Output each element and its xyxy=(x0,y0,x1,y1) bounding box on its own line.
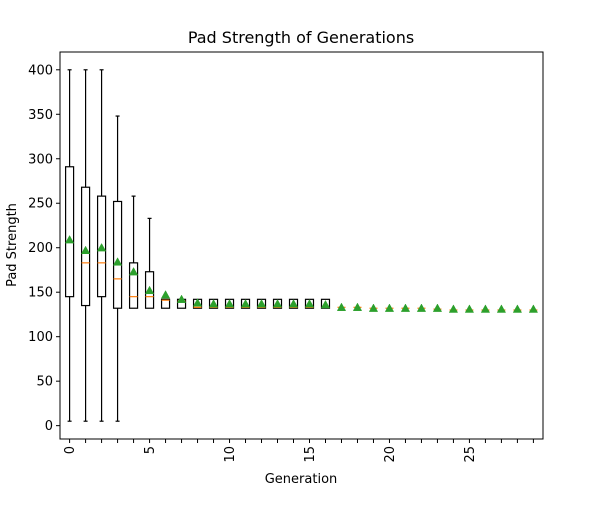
mean-marker xyxy=(384,303,395,312)
box-generation-27 xyxy=(496,304,507,313)
y-tick-label: 350 xyxy=(28,108,53,123)
box-generation-23 xyxy=(432,303,443,312)
box-generation-7 xyxy=(176,294,187,309)
mean-marker xyxy=(352,302,363,311)
mean-marker xyxy=(112,257,123,266)
mean-marker xyxy=(448,304,459,313)
mean-marker xyxy=(176,294,187,303)
mean-marker xyxy=(320,299,331,309)
box-generation-26 xyxy=(480,304,491,313)
x-tick-label: 20 xyxy=(383,446,398,463)
chart-title: Pad Strength of Generations xyxy=(188,28,414,47)
mean-marker xyxy=(304,299,315,308)
y-tick-label: 300 xyxy=(28,152,53,167)
plot-area xyxy=(64,69,539,422)
box-generation-13 xyxy=(272,298,283,309)
mean-marker xyxy=(512,304,523,313)
mean-marker xyxy=(400,303,411,312)
mean-marker xyxy=(80,245,91,255)
mean-marker xyxy=(96,243,107,252)
box-generation-24 xyxy=(448,304,459,313)
box-generation-15 xyxy=(304,298,315,309)
y-axis-label: Pad Strength xyxy=(5,203,20,287)
x-tick-label: 15 xyxy=(303,446,318,463)
x-axis-label: Generation xyxy=(265,472,338,487)
mean-marker xyxy=(256,299,267,308)
box-generation-4 xyxy=(128,195,139,309)
mean-marker xyxy=(272,299,283,308)
mean-marker xyxy=(416,303,427,312)
box-generation-18 xyxy=(352,302,363,311)
box-generation-2 xyxy=(96,69,107,422)
box-generation-8 xyxy=(192,298,203,309)
mean-marker xyxy=(128,267,139,276)
mean-marker xyxy=(368,303,379,312)
box-generation-3 xyxy=(112,115,123,422)
box-generation-19 xyxy=(368,303,379,312)
box-generation-14 xyxy=(288,298,299,309)
mean-marker xyxy=(144,285,155,295)
mean-marker xyxy=(336,302,347,311)
box-generation-10 xyxy=(224,298,235,309)
mean-marker xyxy=(528,304,539,313)
box-iqr xyxy=(160,298,171,309)
mean-marker xyxy=(224,299,235,308)
y-tick-label: 150 xyxy=(28,286,53,301)
box-generation-1 xyxy=(80,69,91,422)
x-tick-label: 5 xyxy=(143,446,158,454)
y-tick-label: 50 xyxy=(36,375,53,390)
x-tick-label: 10 xyxy=(223,446,238,463)
box-generation-0 xyxy=(64,69,75,422)
mean-marker xyxy=(480,304,491,313)
y-tick-label: 200 xyxy=(28,241,53,256)
y-tick-label: 250 xyxy=(28,197,53,212)
box-generation-28 xyxy=(512,304,523,313)
x-tick-label: 25 xyxy=(463,446,478,463)
y-tick-label: 400 xyxy=(28,63,53,78)
box-generation-21 xyxy=(400,303,411,312)
mean-marker xyxy=(288,299,299,308)
box-iqr xyxy=(64,166,75,298)
box-generation-6 xyxy=(160,290,171,309)
box-generation-12 xyxy=(256,298,267,309)
mean-marker xyxy=(64,235,75,244)
box-generation-22 xyxy=(416,303,427,312)
mean-marker xyxy=(192,298,203,307)
box-generation-16 xyxy=(320,298,331,309)
mean-marker xyxy=(208,299,219,308)
box-generation-9 xyxy=(208,298,219,309)
box-generation-29 xyxy=(528,304,539,313)
box-generation-20 xyxy=(384,303,395,312)
mean-marker xyxy=(464,304,475,313)
mean-marker xyxy=(240,299,251,308)
box-generation-17 xyxy=(336,302,347,311)
mean-marker xyxy=(496,304,507,313)
plot-frame xyxy=(59,51,544,440)
y-tick-label: 0 xyxy=(45,419,53,434)
mean-marker xyxy=(160,290,171,299)
box-generation-11 xyxy=(240,298,251,309)
box-iqr xyxy=(112,200,123,309)
box-generation-5 xyxy=(144,217,155,309)
box-generation-25 xyxy=(464,304,475,313)
x-tick-label: 0 xyxy=(63,446,78,454)
y-tick-label: 100 xyxy=(28,330,53,345)
mean-marker xyxy=(432,303,443,312)
